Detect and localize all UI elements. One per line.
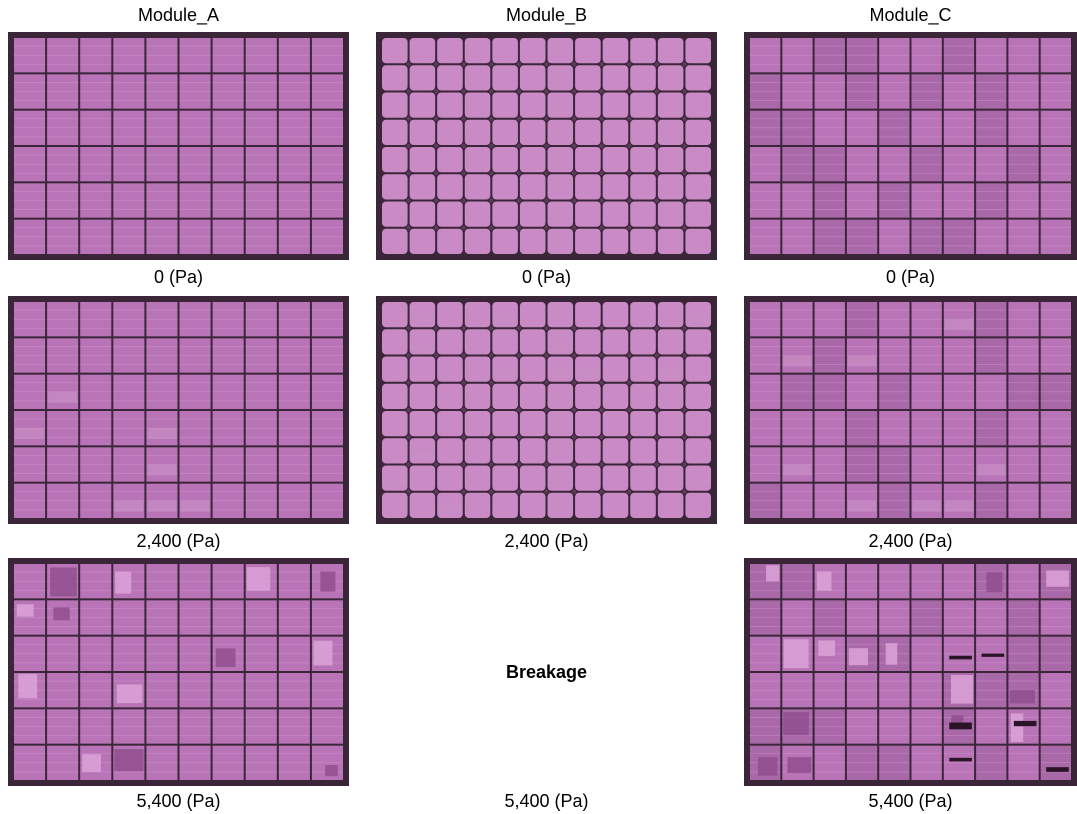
el-image-module-c-2400pa	[744, 296, 1077, 524]
el-image-module-a-2400pa	[8, 296, 349, 524]
el-image-module-a-5400pa	[8, 558, 349, 786]
el-image-module-a-0pa	[8, 32, 349, 260]
caption-module-b-0pa: 0 (Pa)	[521, 267, 572, 287]
caption-module-c-0pa: 0 (Pa)	[885, 267, 936, 287]
el-image-svg	[8, 32, 349, 260]
caption-module-b-2400pa: 2,400 (Pa)	[504, 531, 589, 551]
caption-module-a-2400pa: 2,400 (Pa)	[136, 531, 221, 551]
el-image-svg	[744, 32, 1077, 260]
el-image-svg	[744, 296, 1077, 524]
el-image-svg	[8, 558, 349, 786]
caption-module-b-5400pa: 5,400 (Pa)	[504, 791, 589, 811]
caption-module-c-2400pa: 2,400 (Pa)	[868, 531, 953, 551]
caption-module-c-5400pa: 5,400 (Pa)	[868, 791, 953, 811]
el-image-module-b-2400pa	[376, 296, 717, 524]
el-image-svg	[376, 32, 717, 260]
column-title-module-c: Module_C	[869, 5, 952, 25]
el-image-svg	[8, 296, 349, 524]
column-title-module-b: Module_B	[505, 5, 588, 25]
caption-module-a-0pa: 0 (Pa)	[153, 267, 204, 287]
el-image-module-c-5400pa	[744, 558, 1077, 786]
column-title-module-a: Module_A	[137, 5, 220, 25]
breakage-label-module-b: Breakage	[505, 662, 588, 682]
caption-module-a-5400pa: 5,400 (Pa)	[136, 791, 221, 811]
el-image-module-b-0pa	[376, 32, 717, 260]
el-image-svg	[744, 558, 1077, 786]
el-image-module-c-0pa	[744, 32, 1077, 260]
el-image-svg	[376, 296, 717, 524]
